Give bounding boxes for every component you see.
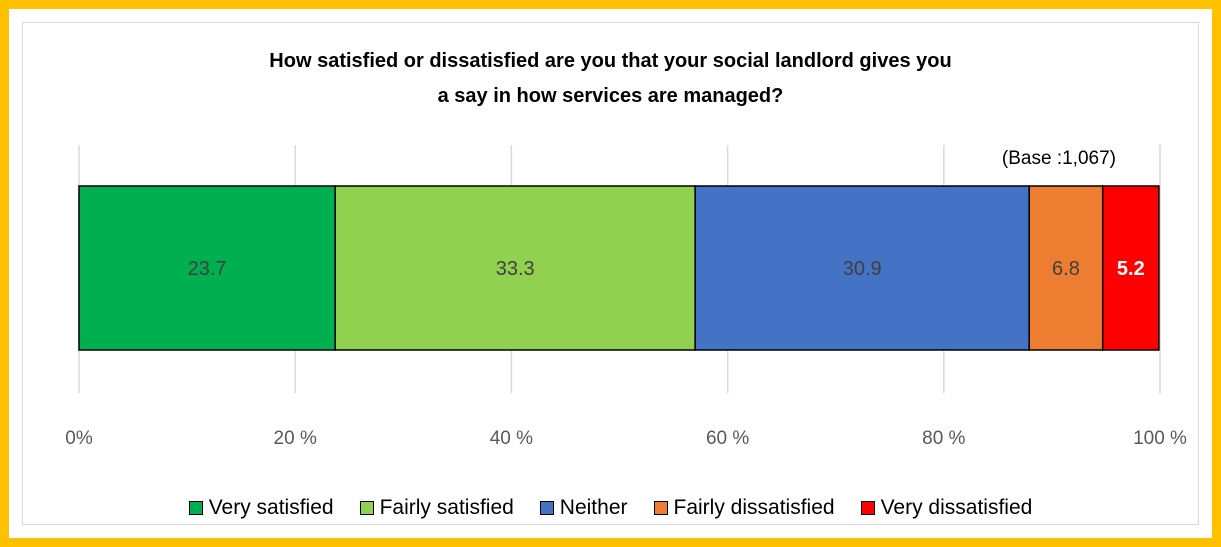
legend-swatch [188, 501, 203, 515]
x-tick-label: 80 % [922, 428, 965, 449]
x-tick-label: 40 % [490, 428, 533, 449]
x-tick-label: 100 % [1133, 428, 1187, 449]
legend-label: Very dissatisfied [880, 496, 1033, 519]
legend-swatch [653, 501, 668, 515]
chart-title: How satisfied or dissatisfied are you th… [0, 44, 1221, 114]
data-label: 33.3 [496, 258, 535, 280]
base-annotation: (Base :1,067) [1002, 148, 1116, 169]
data-label: 30.9 [843, 258, 882, 280]
legend-item: Neither [539, 496, 628, 520]
legend-label: Very satisfied [208, 496, 334, 519]
legend-label: Fairly satisfied [379, 496, 514, 519]
legend-label: Fairly dissatisfied [673, 496, 835, 519]
chart-title-line-2: a say in how services are managed? [437, 85, 784, 107]
x-tick-label: 20 % [274, 428, 317, 449]
legend-item: Fairly dissatisfied [653, 496, 835, 520]
chart-legend: Very satisfied Fairly satisfied Neither Fai… [0, 496, 1221, 520]
chart-title-line-1: How satisfied or dissatisfied are you th… [269, 50, 952, 72]
bar-segment [78, 185, 336, 351]
legend-item: Fairly satisfied [359, 496, 514, 520]
data-label: 5.2 [1117, 258, 1145, 280]
legend-item: Very satisfied [188, 496, 334, 520]
x-tick-label: 60 % [706, 428, 749, 449]
plot-area-border [22, 22, 1199, 525]
legend-swatch [860, 501, 875, 515]
x-tick-label: 0% [65, 428, 93, 449]
legend-item: Very dissatisfied [860, 496, 1033, 520]
legend-swatch [539, 501, 554, 515]
bar-segment [1028, 185, 1104, 351]
legend-swatch [359, 501, 374, 515]
data-label: 6.8 [1052, 258, 1080, 280]
legend-label: Neither [559, 496, 628, 519]
data-label: 23.7 [188, 258, 227, 280]
bar-segment [1101, 185, 1160, 351]
bar-segment [694, 185, 1030, 351]
